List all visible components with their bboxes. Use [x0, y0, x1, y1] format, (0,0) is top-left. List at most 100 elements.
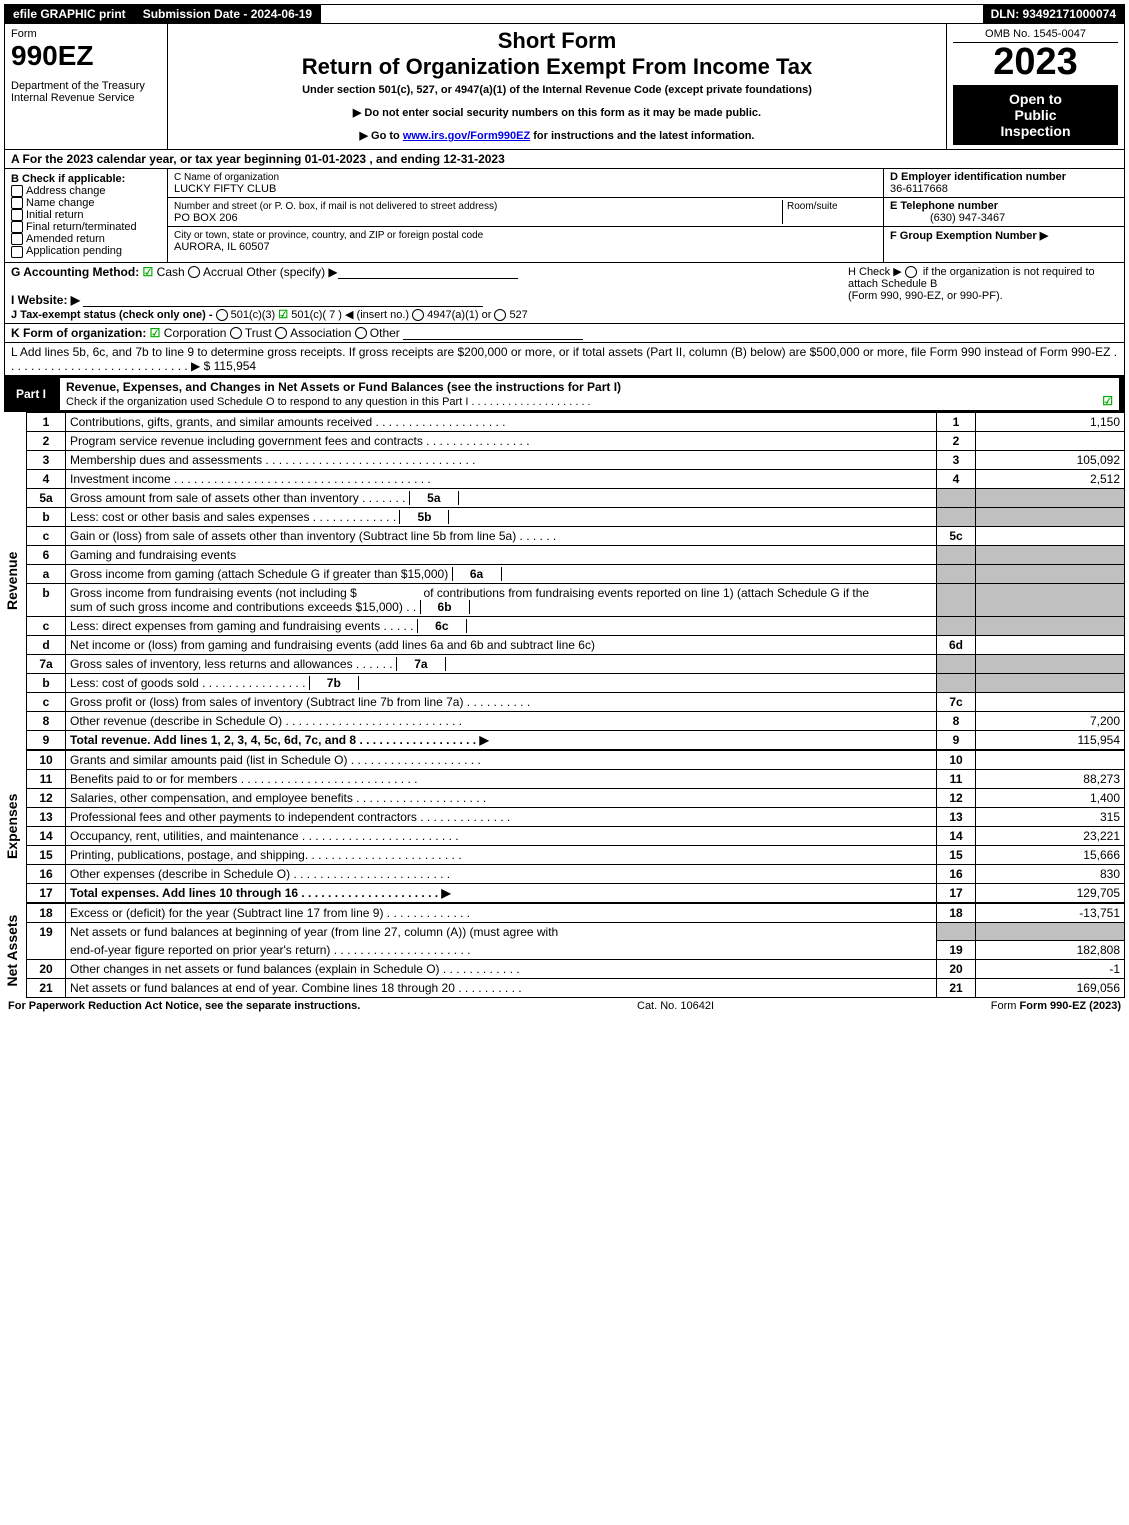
expenses-table: 10Grants and similar amounts paid (list …: [26, 750, 1125, 903]
netassets-section: Net Assets 18Excess or (deficit) for the…: [4, 903, 1125, 999]
schedule-o-checkbox[interactable]: ☑: [1102, 394, 1113, 408]
line-6: 6Gaming and fundraising events: [27, 545, 1125, 564]
row-g-h: G Accounting Method: ☑ Cash Accrual Othe…: [4, 263, 1125, 324]
website-input[interactable]: [83, 294, 483, 307]
k-o4: Other: [370, 326, 400, 340]
h-text1: H Check ▶: [848, 266, 902, 278]
short-form-title: Short Form: [174, 28, 940, 54]
line-9: 9Total revenue. Add lines 1, 2, 3, 4, 5c…: [27, 730, 1125, 749]
form-word: Form: [11, 28, 161, 40]
j-o4: 527: [509, 309, 527, 321]
k-trust-checkbox[interactable]: [230, 327, 242, 339]
open1: Open to: [955, 91, 1116, 107]
line-11: 11Benefits paid to or for members . . . …: [27, 769, 1125, 788]
line-1: 1Contributions, gifts, grants, and simil…: [27, 412, 1125, 431]
expenses-section: Expenses 10Grants and similar amounts pa…: [4, 750, 1125, 903]
j-527-checkbox[interactable]: [494, 309, 506, 321]
line-20: 20Other changes in net assets or fund ba…: [27, 960, 1125, 979]
form-number: 990EZ: [11, 40, 161, 72]
d-label: D Employer identification number: [890, 171, 1066, 183]
other-specify-input[interactable]: [338, 266, 518, 279]
goto-post: for instructions and the latest informat…: [530, 130, 754, 142]
accrual-checkbox[interactable]: [188, 266, 200, 278]
opt-address: Address change: [26, 185, 106, 197]
k-other-checkbox[interactable]: [355, 327, 367, 339]
revenue-vlabel: Revenue: [4, 412, 26, 750]
irs-link[interactable]: www.irs.gov/Form990EZ: [403, 130, 530, 142]
ssn-note: ▶ Do not enter social security numbers o…: [174, 106, 940, 119]
j-o2: 501(c)( 7 ) ◀ (insert no.): [291, 309, 409, 321]
line-14: 14Occupancy, rent, utilities, and mainte…: [27, 826, 1125, 845]
k-label: K Form of organization:: [11, 326, 146, 340]
row-a-tax-year: A For the 2023 calendar year, or tax yea…: [4, 150, 1125, 169]
ein: 36-6117668: [890, 183, 948, 195]
opt-amended: Amended return: [26, 233, 105, 245]
line-6d: dNet income or (loss) from gaming and fu…: [27, 635, 1125, 654]
goto-note: ▶ Go to www.irs.gov/Form990EZ for instru…: [174, 129, 940, 142]
section-bcdef: B Check if applicable: Address change Na…: [4, 169, 1125, 263]
room-label: Room/suite: [787, 201, 838, 212]
revenue-table: 1Contributions, gifts, grants, and simil…: [26, 412, 1125, 750]
k-assoc-checkbox[interactable]: [275, 327, 287, 339]
cash-checkbox[interactable]: ☑: [143, 265, 154, 279]
line-19b: end-of-year figure reported on prior yea…: [27, 941, 1125, 960]
phone: (630) 947-3467: [890, 212, 1005, 224]
f-label: F Group Exemption Number ▶: [890, 230, 1048, 242]
line-4: 4Investment income . . . . . . . . . . .…: [27, 469, 1125, 488]
part1-title: Revenue, Expenses, and Changes in Net As…: [66, 380, 621, 394]
opt-initial: Initial return: [26, 209, 83, 221]
netassets-vlabel: Net Assets: [4, 903, 26, 999]
g-cash: Cash: [157, 265, 185, 279]
j-501c-checkbox[interactable]: ☑: [278, 309, 288, 321]
part1-sub: Check if the organization used Schedule …: [66, 396, 591, 408]
name-change-checkbox[interactable]: [11, 197, 23, 209]
h-text3: (Form 990, 990-EZ, or 990-PF).: [848, 290, 1003, 302]
line-7c: cGross profit or (loss) from sales of in…: [27, 692, 1125, 711]
line-15: 15Printing, publications, postage, and s…: [27, 845, 1125, 864]
line-3: 3Membership dues and assessments . . . .…: [27, 450, 1125, 469]
j-label: J Tax-exempt status (check only one) -: [11, 309, 213, 321]
submission-date: Submission Date - 2024-06-19: [135, 5, 321, 23]
b-label: B Check if applicable:: [11, 173, 125, 185]
j-o3: 4947(a)(1) or: [427, 309, 491, 321]
paperwork-notice: For Paperwork Reduction Act Notice, see …: [8, 1000, 360, 1012]
form-header: Form 990EZ Department of the Treasury In…: [4, 24, 1125, 150]
opt-final: Final return/terminated: [26, 221, 137, 233]
line-21: 21Net assets or fund balances at end of …: [27, 979, 1125, 998]
part1-label: Part I: [10, 387, 52, 401]
org-name: LUCKY FIFTY CLUB: [174, 183, 276, 195]
open-to-public: Open to Public Inspection: [953, 85, 1118, 145]
irs-label: Internal Revenue Service: [11, 92, 161, 104]
k-other-input[interactable]: [403, 327, 583, 340]
netassets-table: 18Excess or (deficit) for the year (Subt…: [26, 903, 1125, 999]
revenue-section: Revenue 1Contributions, gifts, grants, a…: [4, 412, 1125, 750]
j-4947-checkbox[interactable]: [412, 309, 424, 321]
street: PO BOX 206: [174, 212, 238, 224]
efile-print[interactable]: efile GRAPHIC print: [5, 5, 135, 23]
line-6a: aGross income from gaming (attach Schedu…: [27, 564, 1125, 583]
top-bar: efile GRAPHIC print Submission Date - 20…: [4, 4, 1125, 24]
final-return-checkbox[interactable]: [11, 221, 23, 233]
row-k: K Form of organization: ☑ Corporation Tr…: [4, 324, 1125, 343]
dln: DLN: 93492171000074: [983, 5, 1124, 23]
k-o2: Trust: [245, 326, 272, 340]
k-corp-checkbox[interactable]: ☑: [150, 326, 161, 340]
amended-return-checkbox[interactable]: [11, 233, 23, 245]
c-name-label: C Name of organization: [174, 172, 279, 183]
i-label: I Website: ▶: [11, 293, 80, 307]
city-label: City or town, state or province, country…: [174, 230, 483, 241]
tax-year: 2023: [953, 43, 1118, 81]
initial-return-checkbox[interactable]: [11, 209, 23, 221]
opt-name: Name change: [26, 197, 95, 209]
address-change-checkbox[interactable]: [11, 185, 23, 197]
page-footer: For Paperwork Reduction Act Notice, see …: [4, 998, 1125, 1014]
j-o1: 501(c)(3): [231, 309, 276, 321]
e-label: E Telephone number: [890, 200, 998, 212]
line-7b: bLess: cost of goods sold . . . . . . . …: [27, 673, 1125, 692]
application-pending-checkbox[interactable]: [11, 246, 23, 258]
line-5c: cGain or (loss) from sale of assets othe…: [27, 526, 1125, 545]
h-checkbox[interactable]: [905, 266, 917, 278]
line-5b: bLess: cost or other basis and sales exp…: [27, 507, 1125, 526]
j-501c3-checkbox[interactable]: [216, 309, 228, 321]
line-6b: bGross income from fundraising events (n…: [27, 583, 1125, 616]
